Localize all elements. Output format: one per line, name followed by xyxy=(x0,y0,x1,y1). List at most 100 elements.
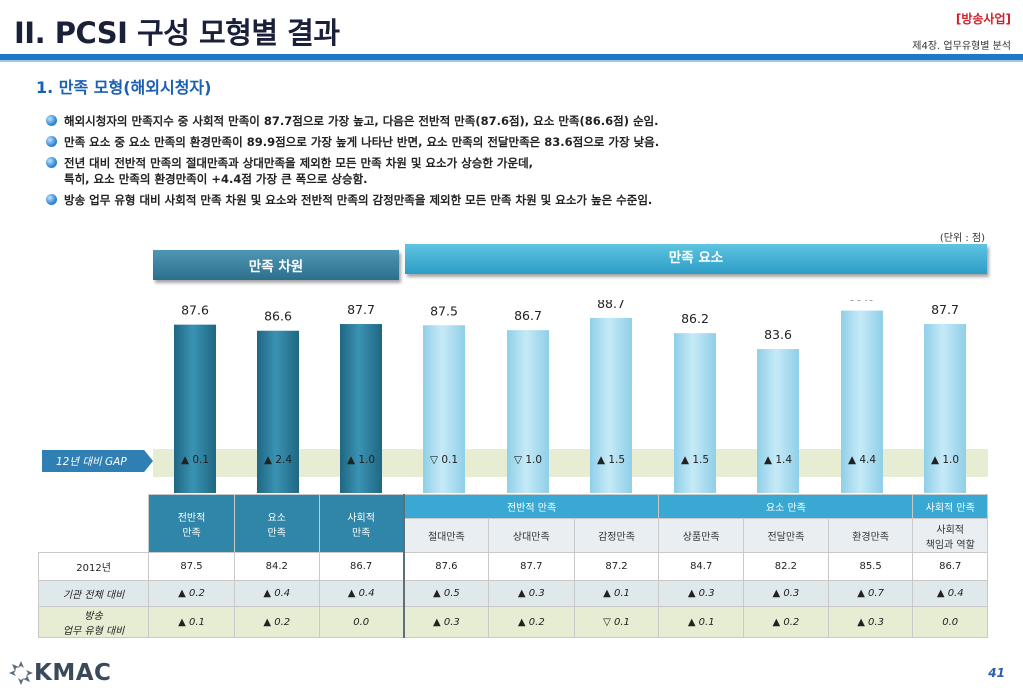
kmac-logo: KMAC xyxy=(8,660,111,686)
table-header-cell: 사회적 만족 xyxy=(318,494,405,553)
table-subheader-row: 절대만족 상대만족 감정만족 상품만족 전달만족 환경만족 사회적 책임과 역할 xyxy=(39,518,988,553)
gap-label: 12년 대비 GAP xyxy=(42,450,153,472)
gap-value: ▽ 0.1 xyxy=(429,454,459,466)
table-group-header: 전반적 만족 xyxy=(402,494,660,519)
table-subheader-cell: 전달만족 xyxy=(743,518,829,553)
chart-value-label: 87.7 xyxy=(931,302,959,317)
table-header-row: 전반적 만족 요소 만족 사회적 만족 전반적 만족 요소 만족 사회적 만족 xyxy=(38,494,988,553)
bullet-item: 방송 업무 유형 대비 사회적 만족 차원 및 요소와 전반적 만족의 감정만족… xyxy=(46,192,653,208)
table-cell: ▲ 0.2 xyxy=(487,606,575,638)
table-header-text: 요소 만족 xyxy=(267,512,286,539)
chart-bar xyxy=(423,325,465,493)
bullet-text: 방송 업무 유형 대비 사회적 만족 차원 및 요소와 전반적 만족의 감정만족… xyxy=(64,193,653,207)
chart-bar xyxy=(174,324,216,493)
table-cell: ▽ 0.1 xyxy=(573,606,660,638)
table-cell: 0.0 xyxy=(318,606,405,638)
chart-value-label: 87.6 xyxy=(181,303,209,318)
table-row-label: 2012년 xyxy=(37,552,150,581)
table-cell: 87.2 xyxy=(573,552,660,581)
table-header-text: 전반적 만족 xyxy=(177,512,206,539)
chart-value-label: 86.2 xyxy=(681,311,709,326)
table-cell: ▲ 0.3 xyxy=(658,580,745,607)
bullet-icon xyxy=(46,115,57,126)
data-table: 전반적 만족 요소 만족 사회적 만족 전반적 만족 요소 만족 사회적 만족 절대만… xyxy=(37,494,988,638)
gap-value: ▲ 1.5 xyxy=(596,454,626,466)
chart-bar xyxy=(257,330,299,493)
unit-note: (단위 : 점) xyxy=(939,233,985,244)
chart-value-label: 89.9 xyxy=(848,300,876,304)
gap-value: ▲ 0.1 xyxy=(180,454,210,466)
table-cell: ▲ 0.3 xyxy=(827,606,914,638)
gap-value: ▲ 4.4 xyxy=(847,454,877,466)
table-cell: 82.2 xyxy=(743,552,829,581)
table-cell: ▲ 0.7 xyxy=(827,580,914,607)
chart-value-label: 86.7 xyxy=(514,308,542,323)
table-subheader-cell: 환경만족 xyxy=(827,518,914,553)
gap-value: ▲ 1.4 xyxy=(763,454,793,466)
table-cell: 84.7 xyxy=(658,552,745,581)
page-number: 41 xyxy=(988,666,1005,680)
table-cell: ▲ 0.5 xyxy=(402,580,489,607)
table-header-cell: 요소 만족 xyxy=(233,494,320,553)
table-cell: ▲ 0.4 xyxy=(233,580,320,607)
table-cell: 86.7 xyxy=(912,552,988,581)
page-title: II. PCSI 구성 모형별 결과 xyxy=(14,16,340,50)
table-cell: 84.2 xyxy=(233,552,320,581)
chart-value-label: 83.6 xyxy=(764,327,792,342)
bullet-item: 해외시청자의 만족지수 중 사회적 만족이 87.7점으로 가장 높고, 다음은… xyxy=(46,113,659,129)
chart-value-label: 88.7 xyxy=(597,300,625,311)
table-header-cell: 전반적 만족 xyxy=(148,494,235,553)
header-divider xyxy=(0,54,1023,60)
chart-bar xyxy=(340,324,382,493)
chart-bar xyxy=(590,317,632,493)
bar-chart: 87.6 86.6 87.7 87.5 86.7 88.7 86.2 83.6 89.9 87.7 xyxy=(174,300,966,493)
table-subheader-cell: 사회적 책임과 역할 xyxy=(912,518,988,553)
table-cell: ▲ 0.2 xyxy=(233,606,320,638)
table-cell: ▲ 0.1 xyxy=(573,580,660,607)
table-group-header: 요소 만족 xyxy=(658,494,914,519)
gap-value: ▲ 1.0 xyxy=(930,454,960,466)
bullet-icon xyxy=(46,136,57,147)
table-subheader-cell: 감정만족 xyxy=(573,518,660,553)
table-row: 기관 전체 대비 ▲ 0.2 ▲ 0.4 ▲ 0.4 ▲ 0.5 ▲ 0.3 ▲ 0.1 ▲ … xyxy=(37,580,988,607)
table-subheader-text: 사회적 책임과 역할 xyxy=(925,524,975,551)
gap-value: ▽ 1.0 xyxy=(513,454,543,466)
table-subheader-cell: 상품만족 xyxy=(658,518,745,553)
banner-label: 만족 차원 xyxy=(248,259,304,275)
header-divider-light xyxy=(0,60,1023,62)
bullet-text: 특히, 요소 만족의 환경만족이 +4.4점 가장 큰 폭으로 상승함. xyxy=(64,172,368,186)
table-corner xyxy=(38,494,149,553)
table-cell: 85.5 xyxy=(827,552,914,581)
table-cell: 0.0 xyxy=(912,606,988,638)
chart-bar xyxy=(841,310,883,493)
header-category: [방송사업] xyxy=(955,12,1011,26)
gap-label-text: 12년 대비 GAP xyxy=(56,455,127,468)
banner-satisfaction-element: 만족 요소 xyxy=(405,244,987,274)
bullet-item: 전년 대비 전반적 만족의 절대만족과 상대만족을 제외한 모든 만족 차원 및… xyxy=(46,155,533,171)
banner-satisfaction-dimension: 만족 차원 xyxy=(153,250,399,280)
table-subheader-cell: 상대만족 xyxy=(487,518,575,553)
gap-value: ▲ 2.4 xyxy=(263,454,293,466)
table-header-text: 사회적 만족 xyxy=(347,512,375,539)
table-row: 2012년 87.5 84.2 86.7 87.6 87.7 87.2 84.7 82.2 85.… xyxy=(37,552,988,581)
chart-bar xyxy=(757,349,799,493)
banner-label: 만족 요소 xyxy=(668,250,724,266)
table-cell: ▲ 0.4 xyxy=(912,580,988,607)
table-cell: 87.7 xyxy=(487,552,575,581)
table-subheader-cell: 절대만족 xyxy=(402,518,489,553)
table-cell: ▲ 0.3 xyxy=(402,606,489,638)
header-chapter: 제4장. 업무유형별 분석 xyxy=(912,41,1011,52)
bullet-continuation: 특히, 요소 만족의 환경만족이 +4.4점 가장 큰 폭으로 상승함. xyxy=(64,171,368,187)
bullet-icon xyxy=(46,194,57,205)
table-cell: ▲ 0.3 xyxy=(743,580,829,607)
logo-mark-icon xyxy=(9,661,33,685)
table-cell: ▲ 0.4 xyxy=(318,580,405,607)
table-cell: ▲ 0.2 xyxy=(148,580,235,607)
bullet-text: 해외시청자의 만족지수 중 사회적 만족이 87.7점으로 가장 높고, 다음은… xyxy=(64,114,659,128)
chart-bar xyxy=(674,333,716,493)
table-cell: 86.7 xyxy=(318,552,405,581)
table-cell: ▲ 0.2 xyxy=(743,606,829,638)
chart-value-label: 87.5 xyxy=(430,303,458,318)
bullet-text: 만족 요소 중 요소 만족의 환경만족이 89.9점으로 가장 높게 나타난 반… xyxy=(64,135,660,149)
table-cell: ▲ 0.3 xyxy=(487,580,575,607)
